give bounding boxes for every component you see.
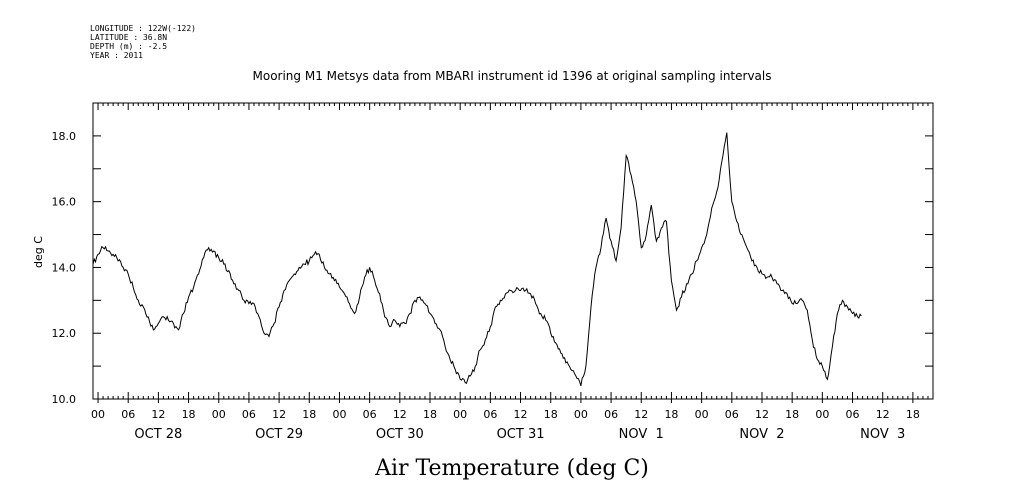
x-tick-label: 18 xyxy=(906,408,920,421)
y-tick-label: 16.0 xyxy=(52,196,77,209)
y-axis-tick-labels: 10.0 12.0 14.0 16.0 18.0 xyxy=(52,130,77,406)
x-tick-label: 06 xyxy=(242,408,256,421)
x-axis-label: Air Temperature (deg C) xyxy=(374,456,649,481)
series-line-air-temperature xyxy=(92,132,862,386)
x-tick-label: 06 xyxy=(604,408,618,421)
meta-depth: DEPTH (m) : -2.5 xyxy=(90,42,167,51)
x-tick-label: 18 xyxy=(182,408,196,421)
x-tick-label: 00 xyxy=(695,408,709,421)
x-tick-label: 06 xyxy=(846,408,860,421)
x-tick-label: 18 xyxy=(302,408,316,421)
x-tick-label: 00 xyxy=(212,408,226,421)
x-tick-label: 06 xyxy=(725,408,739,421)
y-tick-label: 10.0 xyxy=(52,393,77,406)
x-tick-label: 12 xyxy=(634,408,648,421)
x-tick-label: 12 xyxy=(876,408,890,421)
x-tick-label: 06 xyxy=(121,408,135,421)
x-tick-label: 18 xyxy=(544,408,558,421)
x-axis-ticks xyxy=(92,103,934,403)
x-day-label: NOV 2 xyxy=(739,427,784,442)
chart-title: Mooring M1 Metsys data from MBARI instru… xyxy=(253,69,772,83)
x-tick-label: 12 xyxy=(514,408,528,421)
y-tick-label: 14.0 xyxy=(52,261,77,274)
x-axis-hour-labels: 00 06 12 18 00 06 12 18 00 06 12 18 00 06 12 18 00 06 12 18… xyxy=(91,408,920,421)
x-axis-day-labels: OCT 28 OCT 29 OCT 30 OCT 31 NOV 1 NOV 2 NOV 3 xyxy=(134,427,905,442)
x-day-label: OCT 28 xyxy=(134,427,182,442)
x-tick-label: 18 xyxy=(664,408,678,421)
x-tick-label: 06 xyxy=(363,408,377,421)
x-day-label: OCT 31 xyxy=(497,427,545,442)
x-tick-label: 00 xyxy=(574,408,588,421)
y-axis-label: deg C xyxy=(32,236,45,268)
x-tick-label: 18 xyxy=(785,408,799,421)
y-axis-ticks xyxy=(93,102,933,400)
plot-frame xyxy=(92,102,934,400)
x-day-label: NOV 3 xyxy=(860,427,905,442)
x-day-label: OCT 30 xyxy=(376,427,424,442)
x-tick-label: 00 xyxy=(815,408,829,421)
x-tick-label: 00 xyxy=(91,408,105,421)
x-day-label: OCT 29 xyxy=(255,427,303,442)
x-tick-label: 12 xyxy=(272,408,286,421)
meta-year: YEAR : 2011 xyxy=(90,51,143,60)
x-tick-label: 00 xyxy=(453,408,467,421)
x-tick-label: 18 xyxy=(423,408,437,421)
y-tick-label: 12.0 xyxy=(52,327,77,340)
x-tick-label: 06 xyxy=(483,408,497,421)
x-tick-label: 12 xyxy=(393,408,407,421)
meta-latitude: LATITUDE : 36.8N xyxy=(90,33,167,42)
x-day-label: NOV 1 xyxy=(619,427,664,442)
meta-longitude: LONGITUDE : 122W(-122) xyxy=(90,24,196,33)
x-tick-label: 12 xyxy=(151,408,165,421)
x-tick-label: 00 xyxy=(332,408,346,421)
y-tick-label: 18.0 xyxy=(52,130,77,143)
x-tick-label: 12 xyxy=(755,408,769,421)
